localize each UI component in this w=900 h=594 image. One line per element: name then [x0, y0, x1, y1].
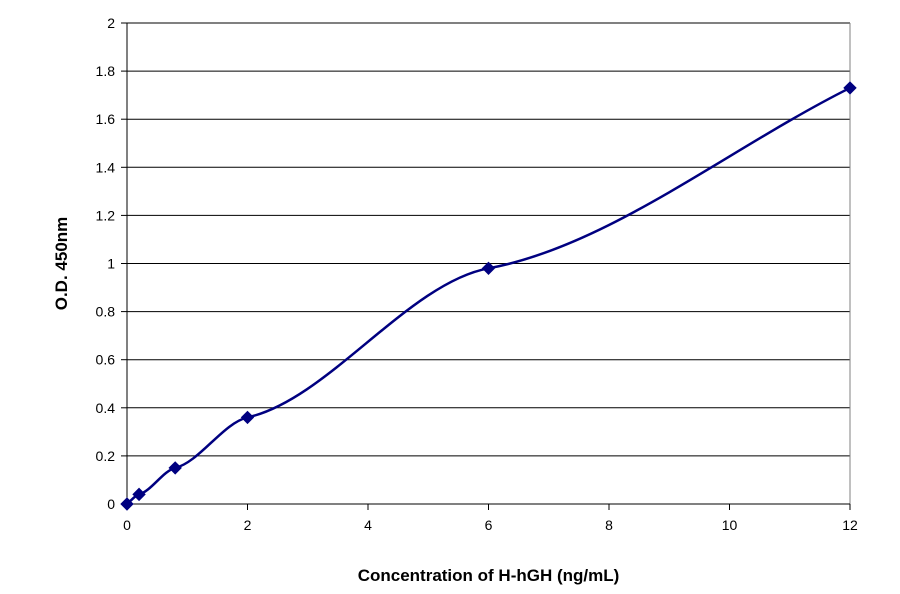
- y-tick-label: 2: [107, 15, 115, 31]
- x-tick-label: 2: [244, 517, 252, 533]
- y-tick-label: 1.2: [96, 207, 116, 223]
- data-point-marker: [132, 487, 146, 502]
- y-tick-label: 1: [107, 256, 115, 272]
- data-point-marker: [168, 461, 182, 475]
- y-tick-label: 0.6: [96, 352, 116, 368]
- data-point-marker: [240, 410, 255, 425]
- x-axis-title: Concentration of H-hGH (ng/mL): [358, 566, 620, 585]
- x-tick-label: 10: [722, 517, 738, 533]
- y-tick-label: 0: [107, 496, 115, 512]
- y-tick-label: 1.4: [96, 159, 116, 175]
- series-line: [126, 86, 851, 505]
- data-point-marker: [481, 261, 496, 276]
- x-tick-label: 8: [605, 517, 613, 533]
- y-axis-title: O.D. 450nm: [52, 217, 71, 311]
- x-axis-ticks: 0 2 4 6 8 10 12: [123, 504, 858, 533]
- series-layer: [120, 81, 857, 511]
- x-tick-label: 6: [485, 517, 493, 533]
- y-tick-label: 0.2: [96, 448, 116, 464]
- x-tick-label: 0: [123, 517, 131, 533]
- x-tick-label: 4: [364, 517, 372, 533]
- y-tick-label: 1.8: [96, 63, 116, 79]
- y-axis-ticks: 0 0.2 0.4 0.6 0.8 1 1.2 1.4 1.6 1.8 2: [96, 15, 127, 512]
- data-point-marker: [120, 497, 134, 511]
- y-tick-label: 1.6: [96, 111, 116, 127]
- y-tick-label: 0.4: [96, 400, 116, 416]
- y-tick-label: 0.8: [96, 304, 116, 320]
- data-point-marker: [843, 81, 857, 95]
- grid-lines: [127, 22, 850, 457]
- x-tick-label: 12: [842, 517, 858, 533]
